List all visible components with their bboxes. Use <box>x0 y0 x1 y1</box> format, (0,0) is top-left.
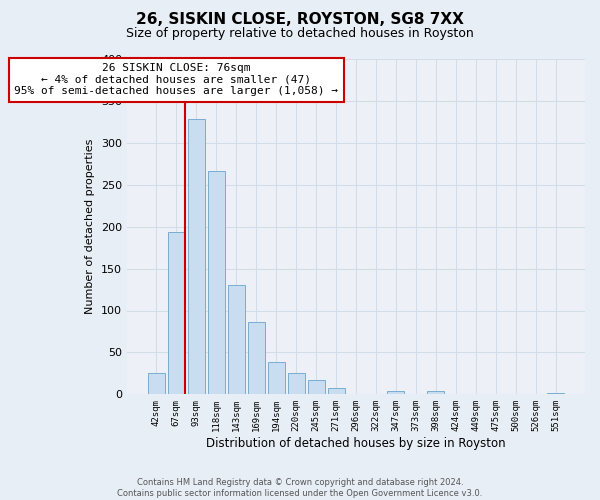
Bar <box>208 172 224 394</box>
Text: Size of property relative to detached houses in Royston: Size of property relative to detached ho… <box>126 28 474 40</box>
Bar <box>388 391 404 394</box>
Bar <box>328 388 344 394</box>
Text: Contains HM Land Registry data © Crown copyright and database right 2024.
Contai: Contains HM Land Registry data © Crown c… <box>118 478 482 498</box>
X-axis label: Distribution of detached houses by size in Royston: Distribution of detached houses by size … <box>206 437 506 450</box>
Text: 26, SISKIN CLOSE, ROYSTON, SG8 7XX: 26, SISKIN CLOSE, ROYSTON, SG8 7XX <box>136 12 464 28</box>
Bar <box>148 374 165 394</box>
Bar <box>287 372 305 394</box>
Bar <box>248 322 265 394</box>
Bar <box>227 286 245 395</box>
Bar <box>168 232 185 394</box>
Y-axis label: Number of detached properties: Number of detached properties <box>85 139 95 314</box>
Text: 26 SISKIN CLOSE: 76sqm
← 4% of detached houses are smaller (47)
95% of semi-deta: 26 SISKIN CLOSE: 76sqm ← 4% of detached … <box>14 63 338 96</box>
Bar <box>188 118 205 394</box>
Bar <box>308 380 325 394</box>
Bar <box>427 391 445 394</box>
Bar <box>268 362 284 394</box>
Bar <box>547 392 564 394</box>
